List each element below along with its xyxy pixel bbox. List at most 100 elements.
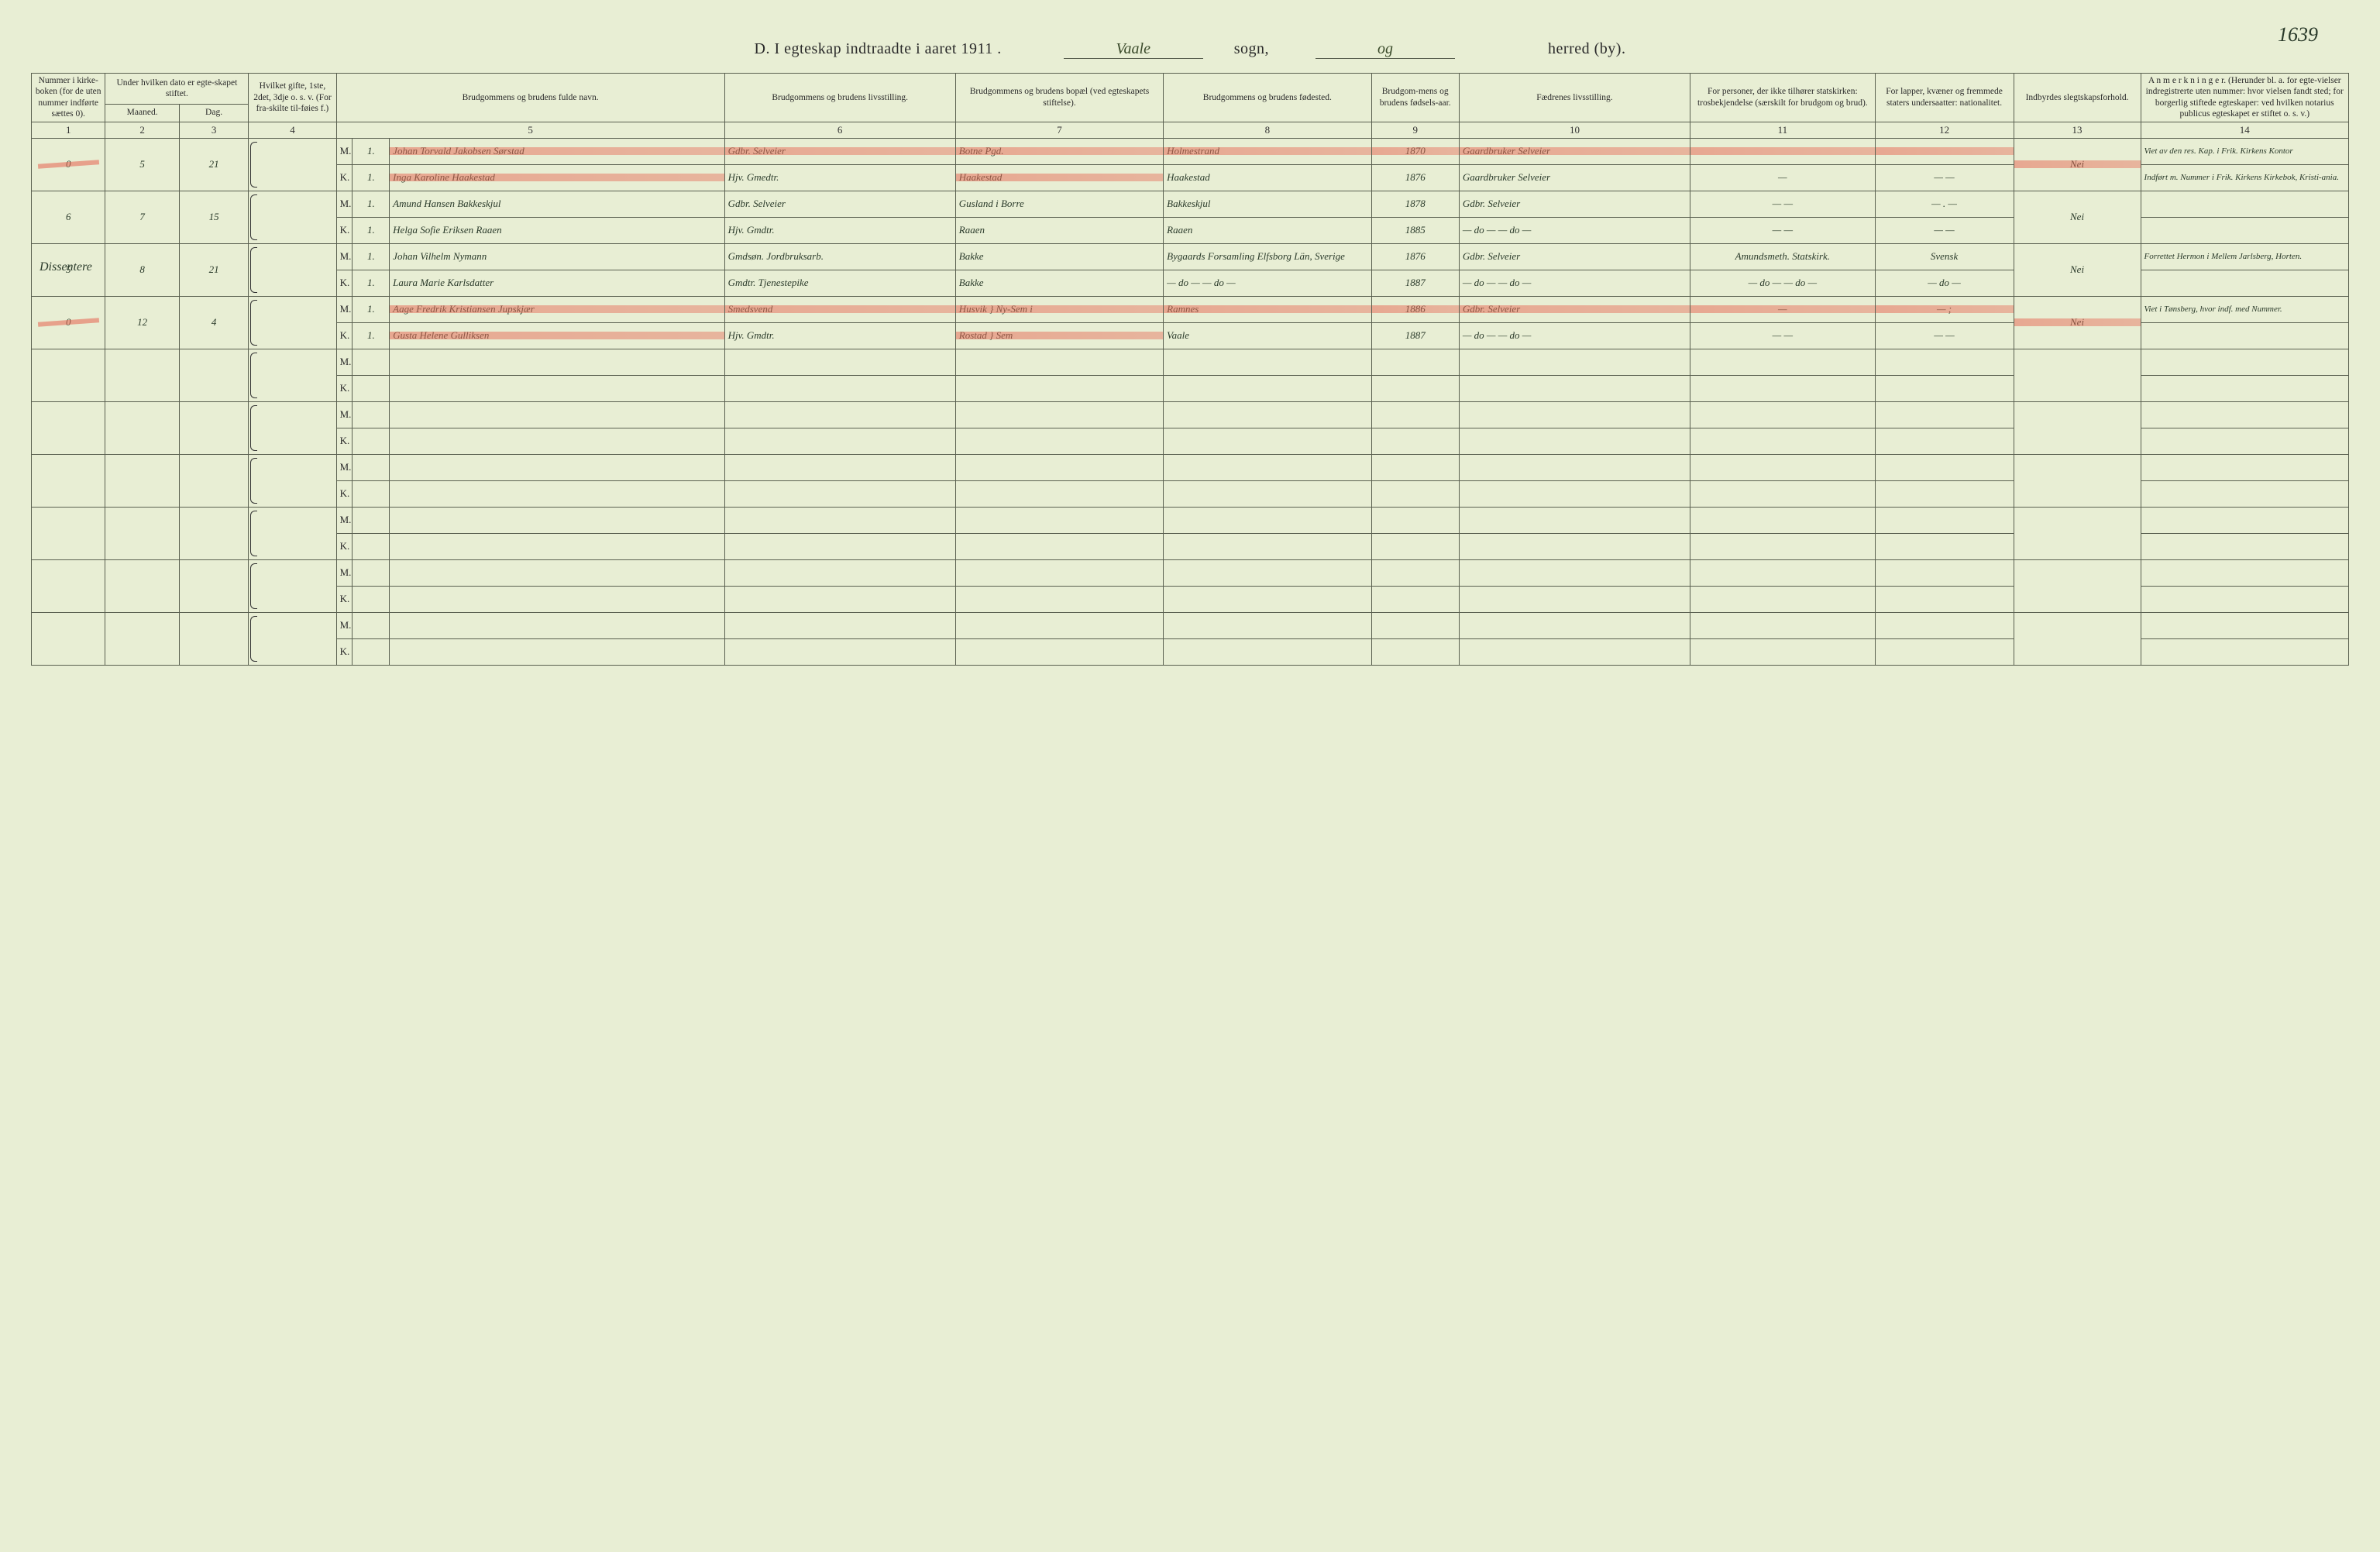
cell-bopel	[955, 428, 1163, 454]
brace-icon	[249, 296, 336, 349]
cell-aar	[1371, 454, 1459, 480]
cell-name: Johan Torvald Jakobsen Sørstad	[390, 138, 724, 164]
cell-gifte	[353, 638, 390, 665]
cell-aar: 1878	[1371, 191, 1459, 217]
cell-anm	[2141, 480, 2348, 507]
cell-nat	[1875, 638, 2014, 665]
cell-nat	[1875, 612, 2014, 638]
cell-bopel: Raaen	[955, 217, 1163, 243]
cell-far	[1459, 612, 1690, 638]
cell-stilling: Gmdsøn. Jordbruksarb.	[724, 243, 955, 270]
colnum: 11	[1690, 122, 1876, 138]
cell-num	[32, 401, 105, 454]
col-header-bopel: Brudgommens og brudens bopæl (ved egtesk…	[955, 74, 1163, 122]
cell-stilling	[724, 533, 955, 559]
cell-bopel	[955, 401, 1163, 428]
table-row: K.1.Laura Marie KarlsdatterGmdtr. Tjenes…	[32, 270, 2349, 296]
cell-tros	[1690, 454, 1876, 480]
row-label-k: K.	[336, 270, 353, 296]
cell-anm	[2141, 349, 2348, 375]
cell-tros: — —	[1690, 217, 1876, 243]
cell-bopel	[955, 559, 1163, 586]
cell-anm: Viet av den res. Kap. i Frik. Kirkens Ko…	[2141, 138, 2348, 164]
cell-nat	[1875, 454, 2014, 480]
colnum: 12	[1875, 122, 2014, 138]
cell-gifte	[353, 454, 390, 480]
cell-gifte: 1.	[353, 322, 390, 349]
cell-stilling	[724, 349, 955, 375]
cell-tros: Amundsmeth. Statskirk.	[1690, 243, 1876, 270]
colnum: 1	[32, 122, 105, 138]
cell-tros	[1690, 401, 1876, 428]
cell-bopel: Haakestad	[955, 164, 1163, 191]
cell-anm	[2141, 638, 2348, 665]
cell-far: Gaardbruker Selveier	[1459, 138, 1690, 164]
brace-icon	[249, 507, 336, 559]
cell-name: Inga Karoline Haakestad	[390, 164, 724, 191]
cell-bopel	[955, 375, 1163, 401]
cell-bopel: Gusland i Borre	[955, 191, 1163, 217]
cell-stilling	[724, 612, 955, 638]
brace-icon	[249, 138, 336, 191]
row-label-m: M.	[336, 454, 353, 480]
cell-num: 0	[32, 138, 105, 191]
cell-tros	[1690, 559, 1876, 586]
cell-aar	[1371, 480, 1459, 507]
cell-nat: — . —	[1875, 191, 2014, 217]
cell-stilling	[724, 638, 955, 665]
cell-gifte: 1.	[353, 138, 390, 164]
cell-slegt	[2014, 401, 2141, 454]
cell-far	[1459, 480, 1690, 507]
cell-bopel	[955, 349, 1163, 375]
cell-dag	[179, 401, 248, 454]
colnum: 7	[955, 122, 1163, 138]
cell-aar: 1870	[1371, 138, 1459, 164]
cell-name	[390, 612, 724, 638]
cell-dag	[179, 349, 248, 401]
cell-tros: —	[1690, 296, 1876, 322]
cell-fodested	[1164, 507, 1371, 533]
row-label-m: M.	[336, 138, 353, 164]
cell-bopel: Bakke	[955, 270, 1163, 296]
cell-maaned	[105, 401, 179, 454]
row-label-k: K.	[336, 164, 353, 191]
cell-slegt	[2014, 612, 2141, 665]
cell-dag: 15	[179, 191, 248, 243]
cell-slegt: Nei	[2014, 243, 2141, 296]
cell-fodested: Haakestad	[1164, 164, 1371, 191]
cell-nat	[1875, 349, 2014, 375]
cell-nat	[1875, 138, 2014, 164]
colnum: 2	[105, 122, 179, 138]
cell-maaned	[105, 454, 179, 507]
row-label-k: K.	[336, 480, 353, 507]
cell-far	[1459, 375, 1690, 401]
cell-slegt	[2014, 559, 2141, 612]
cell-stilling: Gmdtr. Tjenestepike	[724, 270, 955, 296]
cell-tros: — do — — do —	[1690, 270, 1876, 296]
colnum: 6	[724, 122, 955, 138]
cell-gifte	[353, 559, 390, 586]
cell-far	[1459, 586, 1690, 612]
cell-maaned	[105, 507, 179, 559]
cell-name	[390, 375, 724, 401]
cell-nat	[1875, 375, 2014, 401]
cell-fodested: Raaen	[1164, 217, 1371, 243]
cell-slegt	[2014, 349, 2141, 401]
margin-note: Dissentere	[40, 260, 92, 274]
cell-num	[32, 349, 105, 401]
cell-fodested	[1164, 480, 1371, 507]
table-row: 6715M.1.Amund Hansen BakkeskjulGdbr. Sel…	[32, 191, 2349, 217]
cell-aar: 1887	[1371, 270, 1459, 296]
cell-far: Gdbr. Selveier	[1459, 191, 1690, 217]
row-label-k: K.	[336, 533, 353, 559]
cell-tros	[1690, 612, 1876, 638]
colnum: 9	[1371, 122, 1459, 138]
colnum: 5	[336, 122, 724, 138]
cell-num	[32, 612, 105, 665]
cell-nat: — —	[1875, 164, 2014, 191]
cell-tros	[1690, 375, 1876, 401]
cell-gifte: 1.	[353, 191, 390, 217]
brace-icon	[249, 349, 336, 401]
cell-tros	[1690, 638, 1876, 665]
row-label-m: M.	[336, 401, 353, 428]
